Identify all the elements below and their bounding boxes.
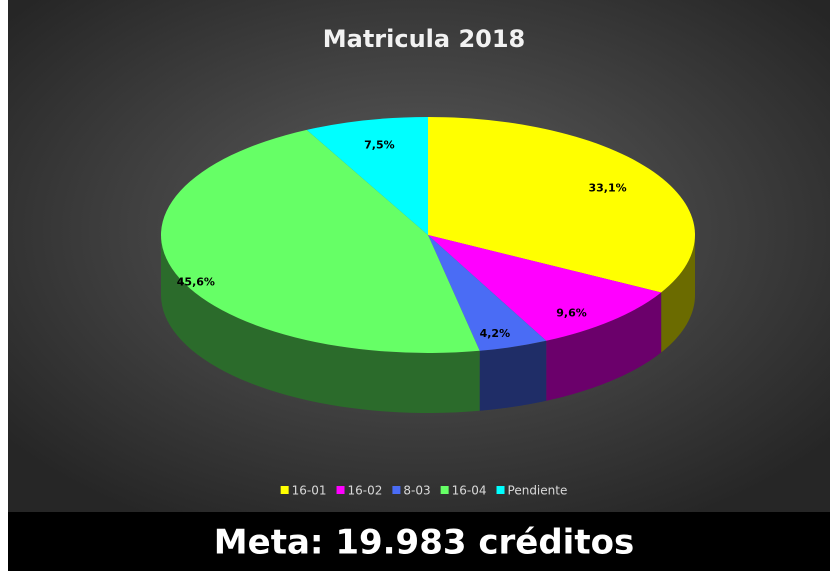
legend: 16-01 16-02 8-03 16-04 Pendiente: [280, 484, 568, 498]
legend-label: 16-01: [292, 484, 327, 498]
data-label: 9,6%: [556, 307, 587, 320]
legend-swatch: [336, 486, 345, 494]
legend-swatch: [392, 486, 401, 494]
slice: [428, 235, 547, 351]
slice-side: [661, 235, 695, 353]
slice: [428, 117, 695, 293]
footer-band: [8, 512, 830, 571]
legend-label: 16-04: [452, 484, 487, 498]
footer-annotation: Meta: 19.983 créditos: [214, 523, 634, 563]
slice-side: [161, 235, 480, 413]
data-label: 7,5%: [364, 139, 395, 152]
legend-label: Pendiente: [508, 484, 568, 498]
legend-swatch: [496, 486, 505, 494]
chart-title: Matricula 2018: [323, 25, 526, 53]
legend-label: 16-02: [348, 484, 383, 498]
slice: [160, 129, 480, 353]
legend-swatch: [280, 486, 289, 494]
slice: [428, 235, 662, 341]
data-label: 33,1%: [589, 181, 627, 194]
data-label: 4,2%: [480, 327, 511, 340]
legend-label: 8-03: [403, 484, 430, 498]
slice: [306, 117, 428, 235]
slice-side: [546, 292, 662, 401]
slice-side: [479, 340, 547, 411]
legend-swatch: [440, 486, 449, 494]
data-label: 45,6%: [177, 275, 215, 288]
